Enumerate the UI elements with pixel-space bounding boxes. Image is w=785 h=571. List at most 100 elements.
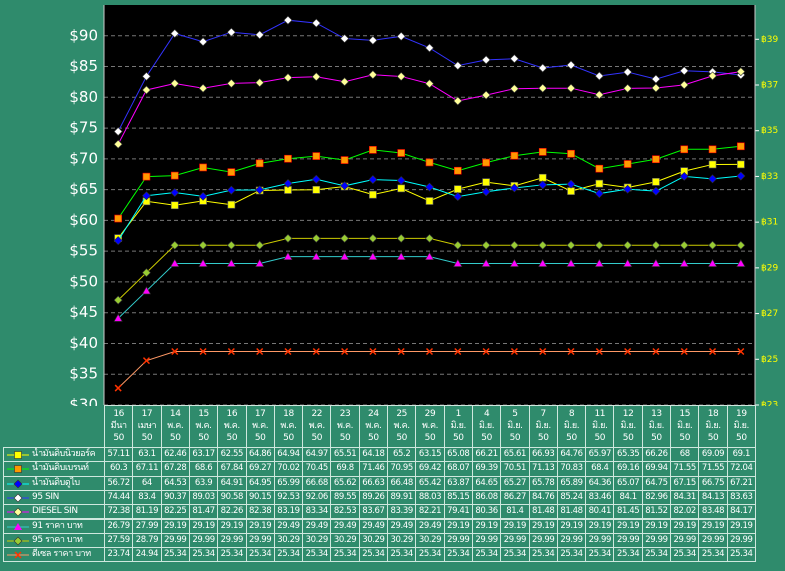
series <box>113 171 746 245</box>
y-tick-label: $35 <box>69 365 98 383</box>
chart: $30 $35 $40 $45 $50 $55 $60 $65 $70 $75 $80 $85 $90 ฿… <box>69 5 778 407</box>
marker <box>708 160 717 169</box>
value-cell: 69.94 <box>641 461 672 477</box>
value-cell: 69.16 <box>613 461 643 477</box>
marker <box>142 191 151 201</box>
marker <box>396 176 406 185</box>
marker <box>623 184 633 194</box>
value-cell: 65.97 <box>585 447 615 463</box>
marker <box>424 252 435 260</box>
value-cell: 68.4 <box>585 461 615 477</box>
series <box>113 15 746 136</box>
value-cell: 25.34 <box>698 547 728 563</box>
y-tick-label: $50 <box>69 272 98 290</box>
marker <box>142 85 151 95</box>
value-cell: 63.87 <box>443 475 473 491</box>
value-cell: 29.19 <box>500 518 530 534</box>
marker <box>198 258 208 267</box>
marker <box>453 61 463 71</box>
category-cell: 4 มิ.ย. 50 <box>471 405 502 448</box>
value-cell: 25.34 <box>471 547 502 563</box>
value-cell: 69.8 <box>330 461 360 477</box>
legend-entry: DIESEL SIN <box>3 504 105 520</box>
value-cell: 65.08 <box>443 447 473 463</box>
value-cell: 65.51 <box>330 447 360 463</box>
marker <box>594 90 604 100</box>
value-cell: 84.13 <box>698 489 728 506</box>
value-cell: 30.29 <box>273 532 304 549</box>
value-cell: 70.83 <box>556 461 587 477</box>
y2-tick-label: ฿27 <box>761 309 778 319</box>
marker <box>679 171 689 181</box>
value-cell: 79.41 <box>443 504 473 520</box>
marker <box>114 384 122 392</box>
marker <box>311 18 321 28</box>
value-cell: 25.34 <box>330 547 360 563</box>
value-cell: 70.51 <box>500 461 530 477</box>
value-cell: 29.99 <box>726 532 756 549</box>
marker <box>481 187 491 197</box>
marker <box>113 127 123 136</box>
marker <box>369 190 377 199</box>
marker <box>651 240 661 250</box>
y-tick-label: $60 <box>69 211 98 229</box>
marker <box>509 183 519 193</box>
marker <box>397 184 405 193</box>
y2-tick-label: ฿25 <box>761 355 778 365</box>
category-cell: 16 มีนา 50 <box>104 405 134 448</box>
marker <box>595 179 604 188</box>
value-cell: 81.45 <box>613 504 643 520</box>
legend-swatch <box>7 465 29 474</box>
value-cell: 25.34 <box>670 547 700 563</box>
marker <box>227 347 235 356</box>
value-cell: 27.99 <box>132 518 162 534</box>
y-tick-label: $30 <box>69 396 98 407</box>
marker <box>623 240 633 250</box>
value-cell: 88.03 <box>415 489 445 506</box>
value-cell: 29.49 <box>387 518 417 534</box>
marker <box>736 67 746 77</box>
value-cell: 29.99 <box>245 532 275 549</box>
marker <box>142 172 151 181</box>
value-cell: 81.47 <box>188 504 219 520</box>
value-cell: 82.26 <box>217 504 247 520</box>
marker <box>737 160 745 169</box>
value-cell: 82.38 <box>245 504 275 520</box>
marker <box>170 29 180 38</box>
marker <box>113 236 123 245</box>
value-cell: 66.48 <box>387 475 417 491</box>
value-cell: 30.29 <box>415 532 445 549</box>
marker <box>113 139 123 149</box>
marker <box>679 80 689 90</box>
marker <box>454 166 462 175</box>
value-cell: 64.75 <box>641 475 672 491</box>
marker <box>425 158 434 167</box>
value-cell: 25.34 <box>556 547 587 563</box>
marker <box>736 240 746 250</box>
marker <box>340 181 350 191</box>
marker <box>624 347 632 356</box>
value-cell: 64.53 <box>160 475 190 491</box>
marker <box>708 145 717 154</box>
marker <box>623 67 633 77</box>
value-cell: 64.36 <box>585 475 615 491</box>
value-cell: 81.48 <box>556 504 587 520</box>
value-cell: 67.15 <box>670 475 700 491</box>
value-cell: 56.72 <box>104 475 134 491</box>
y2-tick-label: ฿39 <box>761 35 778 45</box>
marker <box>227 200 236 209</box>
value-cell: 67.21 <box>726 475 756 491</box>
value-cell: 70.02 <box>273 461 304 477</box>
value-cell: 29.19 <box>443 518 473 534</box>
marker <box>142 357 150 365</box>
legend-marker <box>13 536 23 546</box>
marker <box>453 240 463 250</box>
value-cell: 89.26 <box>358 489 389 506</box>
marker <box>538 180 548 190</box>
marker <box>482 178 490 186</box>
value-cell: 25.34 <box>160 547 190 563</box>
category-cell: 17 พ.ค. 50 <box>245 405 275 448</box>
marker <box>312 186 321 194</box>
value-cell: 70.45 <box>302 461 332 477</box>
